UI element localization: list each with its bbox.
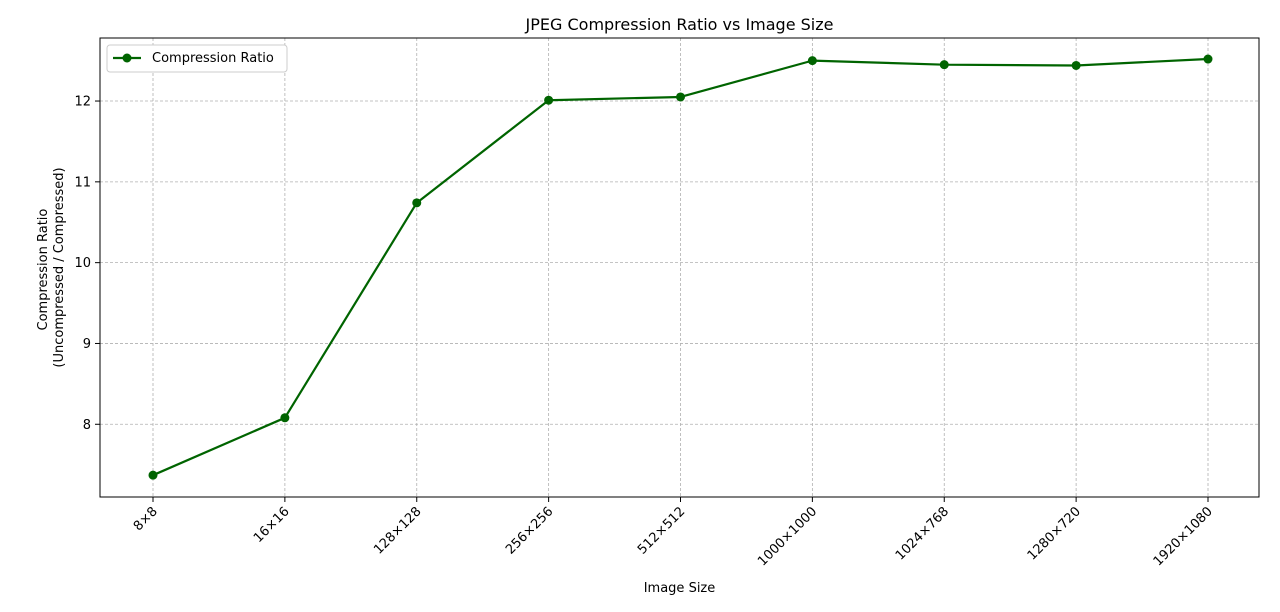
x-tick-label: 512×512 xyxy=(635,504,688,557)
data-point xyxy=(807,56,817,66)
y-tick-label: 8 xyxy=(83,418,91,433)
plot-area-frame xyxy=(99,37,1260,498)
legend-marker-swatch xyxy=(122,53,132,63)
data-point xyxy=(676,92,685,102)
y-tick-label: 11 xyxy=(74,175,91,190)
y-axis-title-line-2: (Uncompressed / Compressed) xyxy=(52,167,67,367)
chart-title: JPEG Compression Ratio vs Image Size xyxy=(525,15,834,34)
data-point xyxy=(412,198,422,208)
data-point xyxy=(1071,60,1081,70)
x-tick-label: 1280×720 xyxy=(1025,504,1084,563)
data-point xyxy=(939,60,949,70)
y-tick-label: 12 xyxy=(74,95,91,110)
y-axis-title: Compression Ratio (Uncompressed / Compre… xyxy=(36,167,67,367)
y-tick-label: 9 xyxy=(83,337,91,352)
x-tick-label: 16×16 xyxy=(251,504,293,546)
x-axis-title: Image Size xyxy=(644,581,716,596)
x-tick-label: 128×128 xyxy=(371,504,424,557)
legend-label: Compression Ratio xyxy=(152,51,274,66)
x-tick-label: 1920×1080 xyxy=(1151,504,1216,569)
legend-box xyxy=(106,44,288,73)
series-layer xyxy=(148,54,1213,480)
data-point xyxy=(1203,54,1213,64)
x-tick-label: 256×256 xyxy=(503,504,556,557)
data-point xyxy=(148,470,158,480)
data-point xyxy=(280,413,290,423)
grid-lines xyxy=(100,38,1259,497)
legend: Compression Ratio xyxy=(106,44,288,73)
axis-ticks: 8×8 16×16 128×128 256×256 512×512 1000×1000 10… xyxy=(74,95,1215,570)
y-axis-title-line-1: Compression Ratio xyxy=(36,209,51,331)
x-tick-label: 8×8 xyxy=(131,504,161,534)
x-tick-label: 1000×1000 xyxy=(755,504,820,569)
data-point xyxy=(544,95,554,105)
series-line xyxy=(152,57,1209,477)
y-tick-label: 10 xyxy=(74,256,91,271)
x-tick-label: 1024×768 xyxy=(893,504,952,563)
